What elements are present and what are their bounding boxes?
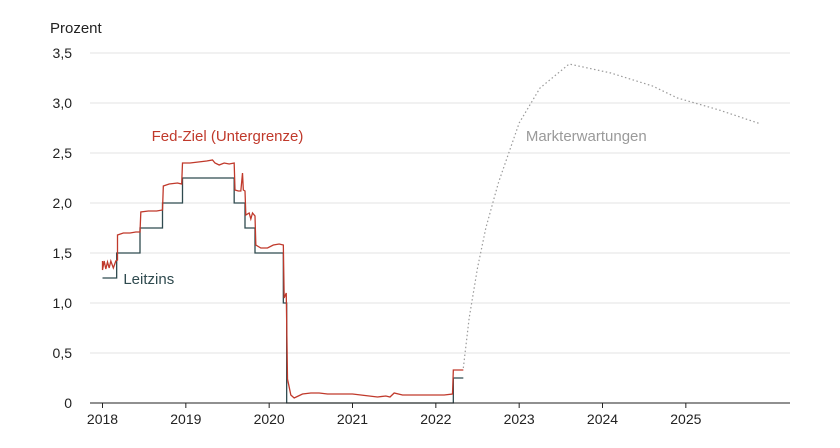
- y-tick-label: 1,5: [53, 245, 73, 261]
- x-tick-label: 2025: [670, 411, 701, 427]
- x-tick-label: 2019: [170, 411, 201, 427]
- x-tick-label: 2021: [337, 411, 368, 427]
- y-tick-label: 3,5: [53, 45, 73, 61]
- x-tick-label: 2024: [587, 411, 618, 427]
- series-label: Markterwartungen: [526, 128, 647, 145]
- series-labels: Fed-Ziel (Untergrenze) Leitzins Markterwar…: [123, 128, 646, 288]
- series-label: Leitzins: [123, 271, 174, 288]
- x-tick-label: 2018: [87, 411, 118, 427]
- gridlines: [90, 52, 790, 354]
- y-tick-label: 0,5: [53, 345, 73, 361]
- y-tick-label: 2,5: [53, 145, 73, 161]
- series-label: Fed-Ziel (Untergrenze): [152, 128, 304, 145]
- y-axis-unit-label: Prozent: [50, 20, 103, 37]
- y-tick-label: 0: [64, 395, 72, 411]
- x-tick-label: 2020: [254, 411, 285, 427]
- series-line: [462, 63, 762, 369]
- y-tick-label: 2,0: [53, 195, 73, 211]
- y-tick-label: 1,0: [53, 295, 73, 311]
- axes: [90, 402, 790, 408]
- y-tick-labels: 0 0,5 1,0 1,5 2,0 2,5 3,0 3,5: [53, 45, 73, 411]
- x-tick-labels: 2018 2019 2020 2021 2022 2023 2024 2025: [87, 411, 702, 427]
- y-tick-label: 3,0: [53, 95, 73, 111]
- x-tick-label: 2023: [504, 411, 535, 427]
- series-line: [101, 159, 464, 399]
- series-lines: [101, 63, 762, 404]
- series-line: [102, 177, 464, 404]
- x-tick-label: 2022: [420, 411, 451, 427]
